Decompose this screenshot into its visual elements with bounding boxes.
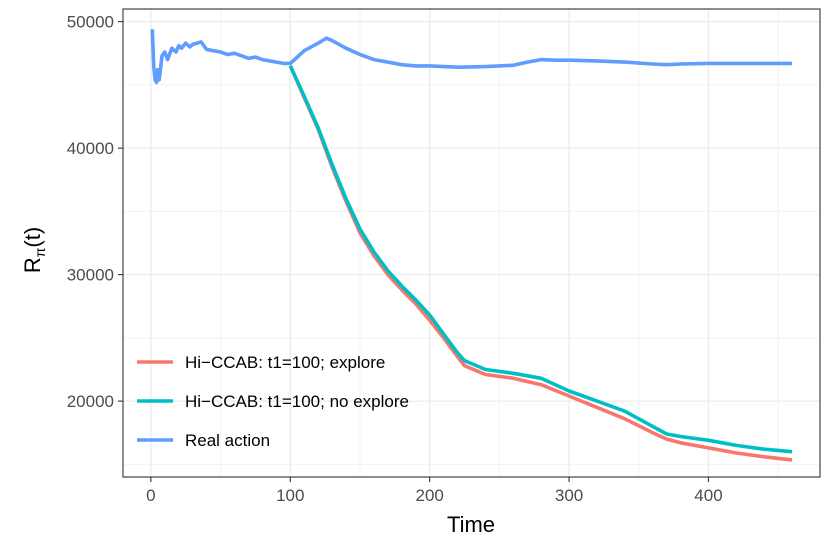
series-layer (150, 29, 793, 462)
grid-minor (123, 9, 820, 477)
panel-border (122, 8, 821, 478)
y-axis-title-main: R (20, 257, 45, 273)
series-line-2 (150, 29, 793, 85)
y-tick-label: 20000 (67, 392, 114, 411)
y-tick-label: 40000 (67, 139, 114, 158)
legend: Hi−CCAB: t1=100; explore Hi−CCAB: t1=100;… (137, 353, 409, 450)
y-axis-title-tail: (t) (20, 227, 45, 248)
ticks-layer: 0 100 200 300 400 20000 30000 40000 50000 (67, 13, 723, 505)
x-tick-label: 300 (555, 486, 583, 505)
legend-label-2: Real action (185, 431, 270, 450)
x-tick-label: 100 (276, 486, 304, 505)
x-tick-label: 0 (146, 486, 155, 505)
y-axis-title-sub: π (32, 247, 48, 257)
y-tick-label: 50000 (67, 13, 114, 32)
series-line-1 (288, 65, 793, 454)
legend-label-1: Hi−CCAB: t1=100; no explore (185, 392, 409, 411)
x-axis-title: Time (447, 512, 495, 537)
x-tick-label: 400 (694, 486, 722, 505)
grid-major (123, 9, 820, 477)
legend-label-0: Hi−CCAB: t1=100; explore (185, 353, 385, 372)
x-tick-label: 200 (415, 486, 443, 505)
y-tick-label: 30000 (67, 266, 114, 285)
y-axis-title: Rπ(t) (20, 227, 48, 273)
